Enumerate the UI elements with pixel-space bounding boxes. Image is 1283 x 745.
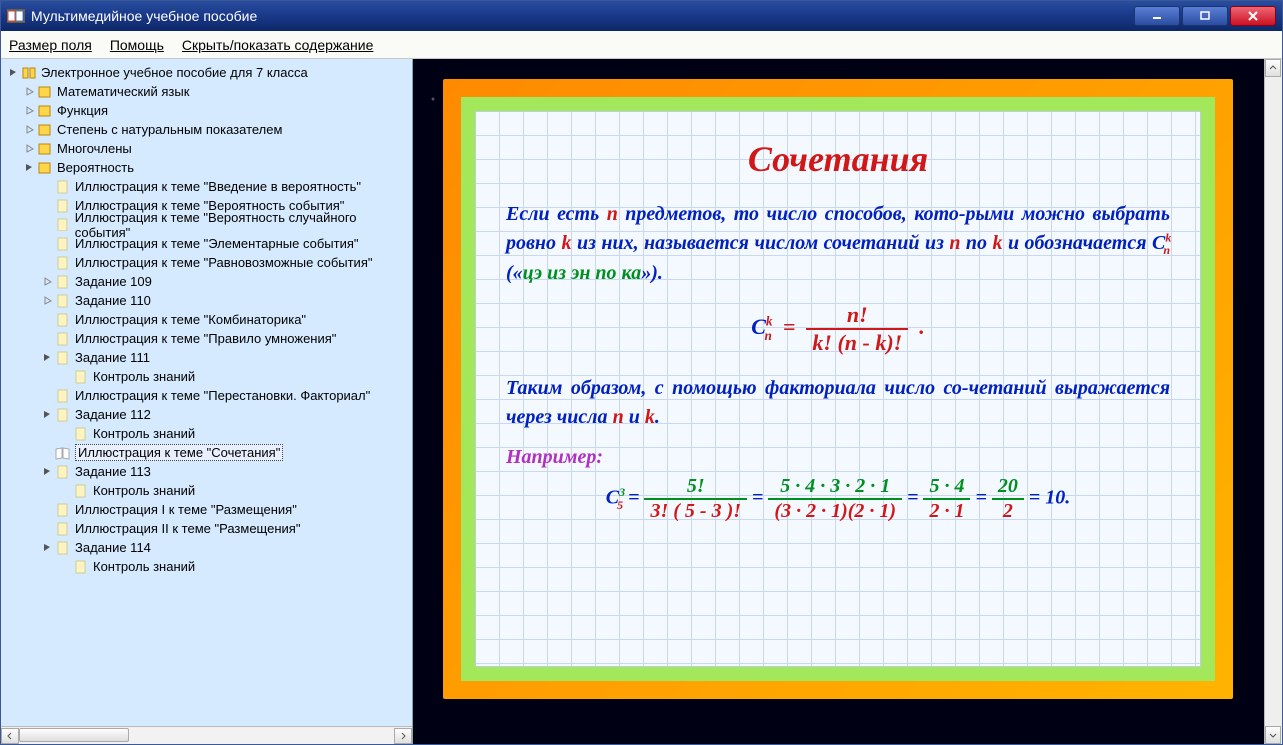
expand-icon[interactable] [23, 124, 35, 136]
book-icon [37, 123, 53, 137]
page-icon [55, 237, 71, 251]
page-icon [73, 484, 89, 498]
slide-paper: Сочетания Если есть n предметов, то числ… [475, 111, 1201, 667]
book-icon [21, 66, 37, 80]
tree-item[interactable]: Иллюстрация к теме "Равновозможные событ… [75, 255, 372, 270]
tree-item[interactable]: Контроль знаний [93, 426, 195, 441]
scroll-up-icon[interactable] [1265, 59, 1281, 77]
menu-help[interactable]: Помощь [110, 37, 164, 53]
scroll-right-icon[interactable] [394, 728, 412, 744]
tree-item[interactable]: Многочлены [57, 141, 132, 156]
tree-item[interactable]: Функция [57, 103, 108, 118]
expand-icon[interactable] [41, 352, 53, 364]
page-icon [55, 256, 71, 270]
slide-inner: Сочетания Если есть n предметов, то числ… [461, 97, 1215, 681]
content-area: Сочетания Если есть n предметов, то числ… [413, 59, 1282, 744]
scroll-left-icon[interactable] [1, 728, 19, 744]
page-icon [55, 541, 71, 555]
explanation-paragraph: Таким образом, с помощью факториала числ… [506, 374, 1170, 432]
page-icon [55, 294, 71, 308]
tree-item[interactable]: Задание 114 [75, 540, 151, 555]
page-icon [55, 180, 71, 194]
scroll-down-icon[interactable] [1265, 726, 1281, 744]
tree-item[interactable]: Иллюстрация II к теме "Размещения" [75, 521, 300, 536]
book-icon [37, 85, 53, 99]
page-icon [55, 351, 71, 365]
window-controls [1134, 6, 1276, 26]
example-label: Например: [506, 446, 1170, 469]
slide-frame: Сочетания Если есть n предметов, то числ… [443, 79, 1233, 699]
minimize-button[interactable] [1134, 6, 1180, 26]
tree-item[interactable]: Задание 113 [75, 464, 151, 479]
expand-icon[interactable] [41, 542, 53, 554]
titlebar: Мультимедийное учебное пособие [1, 1, 1282, 31]
tree-item[interactable]: Задание 111 [75, 350, 150, 365]
menu-toggle-toc[interactable]: Скрыть/показать содержание [182, 37, 373, 53]
page-icon [55, 218, 71, 232]
expand-icon[interactable] [23, 143, 35, 155]
page-icon [73, 370, 89, 384]
expand-icon[interactable] [23, 105, 35, 117]
main-formula: Ckn = n!k! (n - k)! . [506, 302, 1170, 356]
maximize-button[interactable] [1182, 6, 1228, 26]
menu-field-size[interactable]: Размер поля [9, 37, 92, 53]
window-title: Мультимедийное учебное пособие [31, 8, 1134, 24]
tree-item[interactable]: Иллюстрация I к теме "Размещения" [75, 502, 297, 517]
expand-icon[interactable] [41, 409, 53, 421]
sidebar-hscrollbar[interactable] [1, 726, 412, 744]
app-window: Мультимедийное учебное пособие Размер по… [0, 0, 1283, 745]
expand-icon[interactable] [23, 162, 35, 174]
app-icon [7, 8, 25, 24]
expand-icon[interactable] [41, 295, 53, 307]
sidebar: Электронное учебное пособие для 7 класса… [1, 59, 413, 744]
expand-icon[interactable] [23, 86, 35, 98]
content-vscrollbar[interactable] [1264, 59, 1282, 744]
tree-item[interactable]: Контроль знаний [93, 369, 195, 384]
tree-item[interactable]: Степень с натуральным показателем [57, 122, 282, 137]
book-icon [37, 161, 53, 175]
definition-paragraph: Если есть n предметов, то число способов… [506, 200, 1170, 288]
tree-item-selected[interactable]: Иллюстрация к теме "Сочетания" [75, 444, 283, 461]
close-button[interactable] [1230, 6, 1276, 26]
page-icon [55, 332, 71, 346]
tree-view[interactable]: Электронное учебное пособие для 7 класса… [1, 59, 412, 726]
tree-item[interactable]: Иллюстрация к теме "Введение в вероятнос… [75, 179, 361, 194]
book-icon [37, 142, 53, 156]
expand-icon[interactable] [41, 276, 53, 288]
tree-item[interactable]: Задание 110 [75, 293, 151, 308]
tree-item[interactable]: Иллюстрация к теме "Вероятность случайно… [75, 210, 412, 240]
example-formula: C35 = 5!3! ( 5 - 3 )! = 5 · 4 · 3 · 2 · … [506, 475, 1170, 523]
page-icon [55, 199, 71, 213]
tree-item[interactable]: Задание 109 [75, 274, 152, 289]
tree-item[interactable]: Электронное учебное пособие для 7 класса [41, 65, 308, 80]
page-icon [55, 522, 71, 536]
page-icon [73, 427, 89, 441]
expand-icon[interactable] [41, 466, 53, 478]
tree-item[interactable]: Иллюстрация к теме "Комбинаторика" [75, 312, 306, 327]
slide-title: Сочетания [506, 138, 1170, 180]
workspace: Электронное учебное пособие для 7 класса… [1, 59, 1282, 744]
tree-item[interactable]: Задание 112 [75, 407, 151, 422]
page-icon [55, 389, 71, 403]
tree-item[interactable]: Контроль знаний [93, 559, 195, 574]
tree-item[interactable]: Контроль знаний [93, 483, 195, 498]
page-icon [55, 465, 71, 479]
menubar: Размер поля Помощь Скрыть/показать содер… [1, 31, 1282, 59]
scroll-thumb[interactable] [19, 728, 129, 742]
page-icon [55, 408, 71, 422]
tree-item[interactable]: Иллюстрация к теме "Перестановки. Фактор… [75, 388, 370, 403]
page-icon [73, 560, 89, 574]
book-icon [37, 104, 53, 118]
scroll-track[interactable] [19, 728, 394, 744]
page-icon [55, 503, 71, 517]
page-icon [55, 313, 71, 327]
page-open-icon [55, 446, 71, 460]
tree-item[interactable]: Иллюстрация к теме "Элементарные события… [75, 236, 359, 251]
tree-item[interactable]: Вероятность [57, 160, 134, 175]
expand-icon[interactable] [7, 67, 19, 79]
tree-item[interactable]: Иллюстрация к теме "Правило умножения" [75, 331, 336, 346]
page-icon [55, 275, 71, 289]
tree-item[interactable]: Математический язык [57, 84, 189, 99]
